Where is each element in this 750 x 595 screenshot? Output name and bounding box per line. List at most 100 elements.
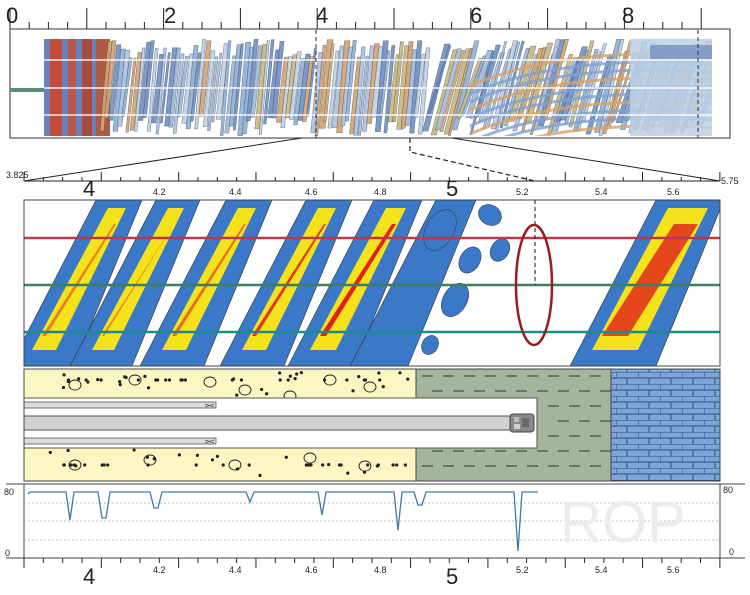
sand-dot: [284, 455, 288, 459]
sand-dot: [215, 454, 220, 458]
detail-scale-ticks: [23, 172, 721, 181]
sand-dot: [406, 377, 410, 381]
overview-stripe: [172, 53, 185, 134]
sand-pebble: [203, 376, 217, 388]
zoom-connectors: [23, 137, 721, 182]
detail-label-4.6: 4.6: [305, 187, 318, 197]
overview-stripe: [435, 48, 462, 131]
sand-dot: [62, 373, 66, 377]
sand-pebble: [68, 459, 82, 471]
overview-stripe: [323, 43, 335, 122]
sand-dot: [391, 463, 395, 467]
sandstone-texture: [48, 371, 410, 477]
casing-lower: [23, 437, 217, 445]
rop-ymin-left: 0: [5, 548, 10, 558]
sand-dot: [145, 455, 149, 459]
drill-bit-icon: [509, 413, 535, 433]
overview-stripe: [383, 45, 396, 134]
sand-dot: [345, 378, 349, 382]
scan-band-hot: [102, 224, 174, 336]
detail-range-start: 3.825: [6, 170, 29, 180]
sand-dot: [230, 378, 234, 382]
sand-dot: [278, 371, 282, 375]
overview-stripe: [297, 53, 311, 121]
overview-stripe: [121, 57, 133, 117]
sand-dot: [164, 378, 168, 382]
overview-stripe: [417, 47, 431, 135]
overview-stripe: [366, 43, 380, 124]
overview-stripe: [306, 48, 317, 117]
overview-stripe: [452, 40, 480, 131]
sand-pebble: [363, 381, 377, 393]
sand-dot: [167, 378, 172, 382]
detail-range-end: 5.75: [721, 176, 739, 186]
overview-stripe: [228, 44, 242, 127]
drill-string: [23, 415, 515, 431]
sand-dot: [146, 386, 151, 390]
sand-dot: [377, 371, 381, 375]
sand-pebble: [303, 452, 317, 464]
bottom-scale-ticks: [23, 558, 721, 568]
sand-dot: [99, 378, 103, 382]
sand-dot: [309, 463, 313, 467]
rop-ymin-right: 0: [729, 547, 734, 557]
sand-pebble: [228, 459, 242, 471]
overview-stripe: [409, 40, 423, 134]
sand-dot: [378, 378, 382, 382]
detail-scan-panel: [23, 199, 721, 367]
sand-dot: [395, 463, 399, 467]
scan-band-hot: [320, 224, 396, 336]
sand-pebble: [68, 379, 82, 391]
sand-dot: [61, 385, 66, 390]
sand-pebble: [128, 374, 142, 386]
sand-dot: [96, 377, 100, 382]
top-scale-label-6: 6: [470, 3, 482, 28]
sand-dot: [194, 463, 198, 467]
sand-dot: [77, 377, 81, 381]
bottom-label-4.6: 4.6: [305, 565, 318, 575]
overview-stripe: [207, 56, 219, 131]
sand-dot: [102, 463, 106, 467]
rop-ymax-right: 80: [723, 485, 733, 495]
overview-scan-panel: [9, 28, 731, 139]
sand-dot: [288, 374, 292, 378]
top-scale-label-0: 0: [6, 3, 18, 28]
detail-scan-spots: [421, 204, 511, 355]
overview-stripe: [392, 41, 404, 123]
sand-dot: [357, 375, 361, 379]
sand-dot: [132, 448, 136, 452]
casing-upper: [23, 401, 217, 409]
detail-label-5.6: 5.6: [667, 187, 680, 197]
sand-dot: [398, 371, 402, 375]
bottom-label-4.8: 4.8: [374, 565, 387, 575]
overview-stripe: [426, 45, 452, 117]
overview-stripe: [125, 57, 137, 133]
sand-dot: [48, 450, 52, 455]
bottom-label-4.4: 4.4: [229, 565, 242, 575]
highlight-ellipse: [514, 223, 554, 347]
sand-dot: [376, 463, 380, 467]
overview-stripe: [413, 53, 426, 118]
wellbore: [23, 397, 538, 449]
sand-dot: [183, 378, 187, 382]
overview-stripe: [233, 43, 244, 131]
sand-dot: [362, 470, 367, 474]
sand-dot: [72, 463, 77, 467]
overview-stripe: [379, 50, 391, 117]
sand-dot: [235, 393, 239, 397]
sand-dot: [346, 471, 350, 475]
scan-spot: [421, 335, 439, 355]
sand-dot: [293, 377, 297, 381]
bottom-label-5.2: 5.2: [516, 565, 529, 575]
top-scale-label-4: 4: [316, 3, 328, 28]
sand-dot: [180, 378, 184, 382]
overview-stripe: [400, 41, 414, 129]
sand-dot: [258, 473, 262, 477]
overview-stripe: [280, 56, 293, 128]
detail-big-label-5: 5: [446, 176, 458, 201]
sand-dot: [143, 374, 147, 378]
rop-gridlines: [24, 502, 720, 541]
sand-pebble: [238, 384, 252, 396]
bottom-big-label-4: 4: [83, 564, 95, 589]
detail-label-4.8: 4.8: [374, 187, 387, 197]
